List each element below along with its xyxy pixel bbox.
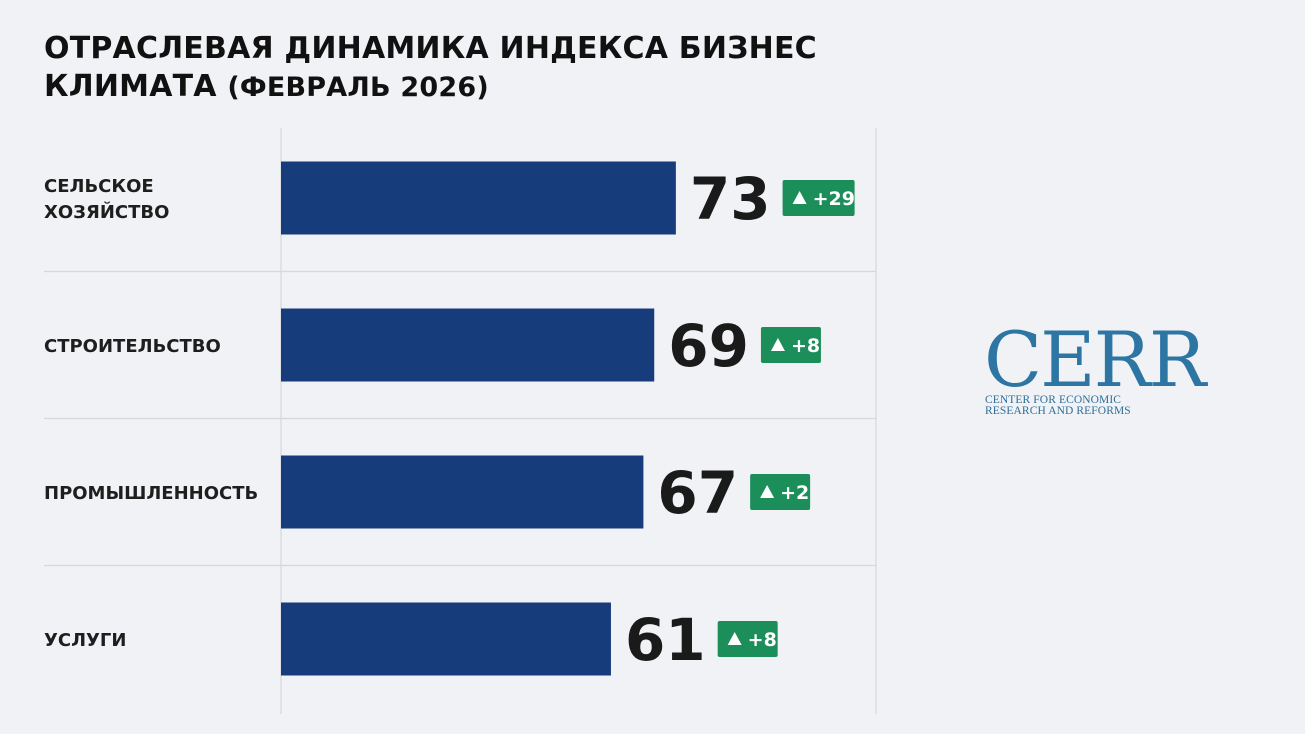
category-label: СЕЛЬСКОЕ — [44, 176, 154, 197]
bar — [281, 161, 676, 235]
title-line-1: ОТРАСЛЕВАЯ ДИНАМИКА ИНДЕКСА БИЗНЕС — [44, 31, 817, 66]
logo-subtitle-line-1: CENTER FOR ECONOMIC — [985, 394, 1122, 406]
title-period: (ФЕВРАЛЬ 2026) — [227, 72, 489, 103]
change-value: +2 — [780, 482, 809, 504]
bar — [281, 455, 644, 529]
triangle-up-icon — [792, 191, 807, 204]
category-label: СТРОИТЕЛЬСТВО — [44, 336, 221, 357]
change-badge — [750, 474, 811, 510]
change-badge — [760, 327, 821, 363]
category-label: ПРОМЫШЛЕННОСТЬ — [44, 483, 258, 504]
title-line-2: КЛИМАТА — [44, 69, 217, 104]
category-label: УСЛУГИ — [44, 630, 126, 651]
triangle-up-icon — [727, 632, 742, 645]
value-label: 61 — [625, 606, 706, 674]
logo-subtitle-line-2: RESEARCH AND REFORMS — [985, 405, 1131, 417]
change-value: +29 — [813, 188, 855, 210]
category-label: ХОЗЯЙСТВО — [44, 201, 169, 223]
chart-title: ОТРАСЛЕВАЯ ДИНАМИКА ИНДЕКСА БИЗНЕС КЛИМА… — [44, 30, 924, 107]
change-value: +8 — [791, 335, 820, 357]
logo-wordmark: CERR — [984, 315, 1206, 404]
triangle-up-icon — [760, 485, 775, 498]
bar — [281, 308, 655, 382]
change-badge — [717, 621, 778, 657]
bar — [281, 602, 611, 676]
triangle-up-icon — [770, 338, 785, 351]
logo-subtitle: CENTER FOR ECONOMIC RESEARCH AND REFORMS — [985, 394, 1131, 417]
value-label: 67 — [657, 459, 738, 527]
change-value: +8 — [748, 629, 777, 651]
cerr-logo: CERR CENTER FOR ECONOMIC RESEARCH AND RE… — [984, 322, 1214, 423]
value-label: 69 — [668, 312, 749, 380]
change-badge — [782, 180, 855, 216]
value-label: 73 — [690, 165, 771, 233]
